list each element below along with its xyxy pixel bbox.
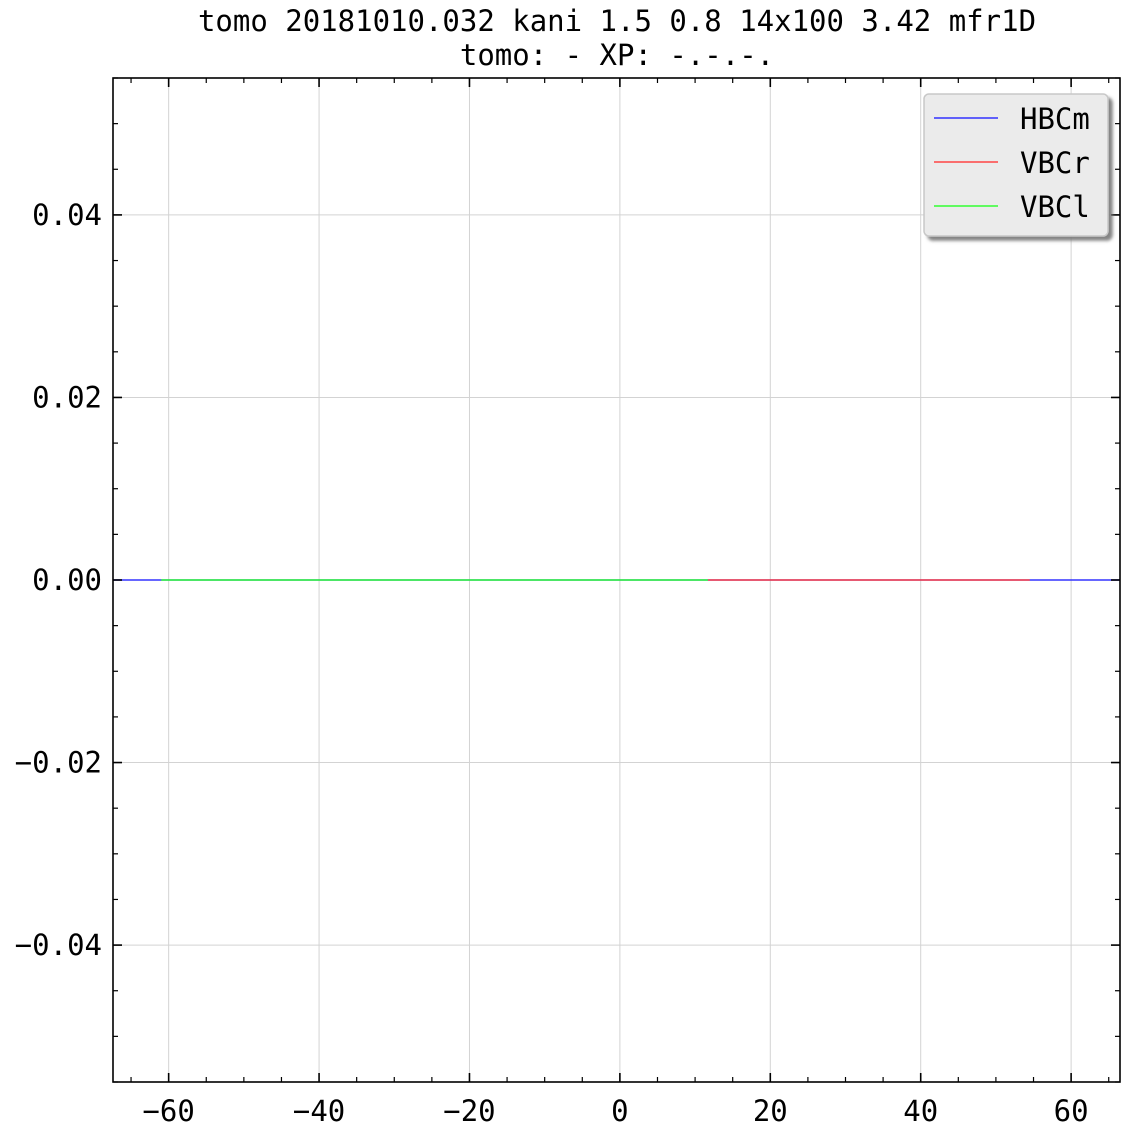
x-tick-label: 40 (903, 1094, 938, 1128)
x-tick-label: 20 (753, 1094, 788, 1128)
x-axis-tick-labels: −60 −40 −20 0 20 40 60 (142, 1094, 1088, 1128)
chart-title-line-1: tomo 20181010.032 kani 1.5 0.8 14x100 3.… (198, 4, 1036, 38)
y-tick-label: 0.04 (32, 198, 102, 232)
x-tick-label: 0 (611, 1094, 628, 1128)
x-tick-label: −60 (142, 1094, 194, 1128)
y-axis-tick-labels: −0.04 −0.02 0.00 0.02 0.04 (15, 198, 102, 962)
legend: HBCm VBCr VBCl (923, 93, 1109, 237)
y-tick-label: −0.04 (15, 928, 102, 962)
x-tick-label: 60 (1054, 1094, 1089, 1128)
y-tick-label: 0.02 (32, 380, 102, 414)
chart-title-line-2: tomo: - XP: -.-.-. (460, 38, 774, 72)
legend-label-vbcr: VBCr (1020, 146, 1090, 180)
legend-label-hbcm: HBCm (1020, 102, 1090, 136)
x-tick-label: −40 (293, 1094, 345, 1128)
axis-ticks (113, 77, 1120, 1083)
y-tick-label: 0.00 (32, 563, 102, 597)
x-tick-label: −20 (443, 1094, 495, 1128)
legend-label-vbcl: VBCl (1020, 190, 1090, 224)
legend-box (923, 93, 1109, 237)
y-tick-label: −0.02 (15, 746, 102, 780)
